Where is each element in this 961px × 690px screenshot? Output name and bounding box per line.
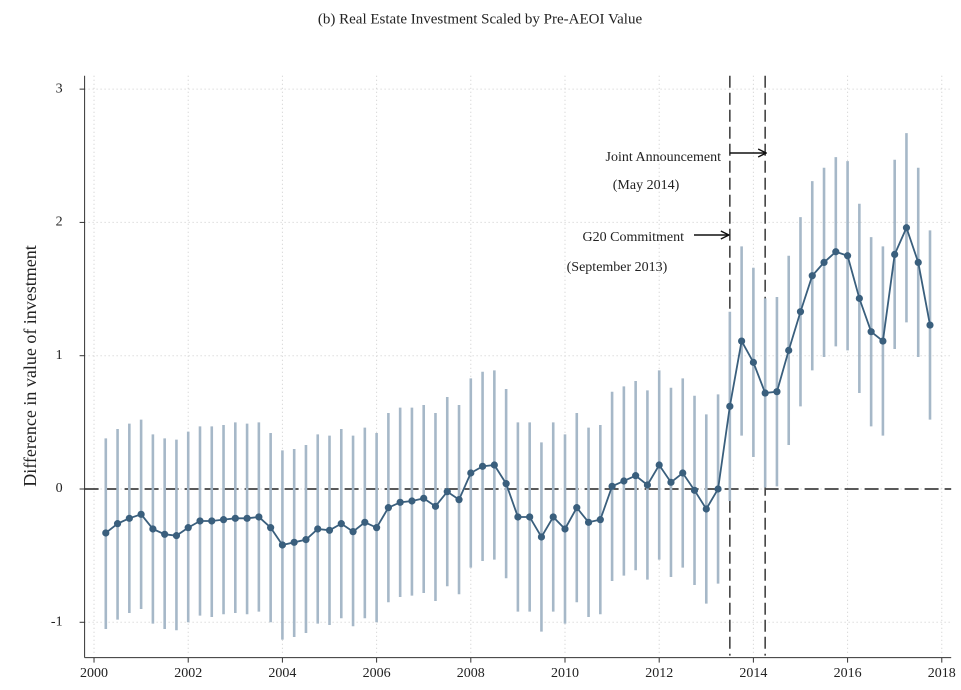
point xyxy=(526,513,534,521)
point xyxy=(561,525,569,533)
annotation-subtext: (September 2013) xyxy=(567,260,668,275)
y-tick-label: 1 xyxy=(56,348,63,363)
point xyxy=(443,488,451,496)
point xyxy=(902,224,911,232)
point xyxy=(184,524,192,532)
point xyxy=(161,530,169,538)
point xyxy=(690,486,699,494)
point xyxy=(596,516,604,524)
point xyxy=(373,524,381,532)
x-tick-label: 2010 xyxy=(551,666,579,681)
x-tick-label: 2002 xyxy=(174,666,202,681)
x-tick-label: 2016 xyxy=(834,666,862,681)
point xyxy=(773,388,781,396)
point xyxy=(796,308,805,316)
annotation-subtext: (May 2014) xyxy=(613,178,680,193)
point xyxy=(914,258,922,267)
point xyxy=(137,510,145,518)
point xyxy=(408,497,416,505)
point xyxy=(749,358,757,366)
x-tick-label: 2014 xyxy=(739,666,767,681)
y-axis-label: Difference in value of investment xyxy=(20,245,40,487)
point xyxy=(714,485,722,493)
point xyxy=(879,337,887,345)
y-tick-label: 0 xyxy=(56,481,63,496)
point xyxy=(584,518,593,526)
point xyxy=(349,528,357,536)
point xyxy=(620,477,628,485)
y-tick-label: 3 xyxy=(56,81,63,96)
point xyxy=(219,516,228,524)
point xyxy=(785,346,793,354)
point xyxy=(608,482,616,490)
y-tick-label: -1 xyxy=(51,614,63,629)
point xyxy=(420,494,428,502)
point xyxy=(478,462,487,470)
point xyxy=(125,514,133,522)
point xyxy=(361,518,369,526)
point xyxy=(467,469,475,477)
point xyxy=(455,496,463,504)
point xyxy=(278,541,287,549)
point xyxy=(396,498,404,506)
point xyxy=(231,514,239,522)
point xyxy=(573,504,581,512)
point xyxy=(761,389,769,397)
point xyxy=(490,461,498,469)
point xyxy=(832,248,840,256)
point xyxy=(102,529,110,537)
point xyxy=(549,513,557,521)
point xyxy=(314,525,322,533)
point xyxy=(325,526,334,534)
point xyxy=(196,517,204,525)
point xyxy=(891,250,899,259)
point xyxy=(808,272,816,280)
point xyxy=(514,513,522,521)
point xyxy=(702,505,710,513)
chart-title: (b) Real Estate Investment Scaled by Pre… xyxy=(318,11,643,27)
point xyxy=(243,514,251,522)
point xyxy=(149,525,157,533)
x-tick-label: 2000 xyxy=(80,666,108,681)
point xyxy=(267,524,275,532)
point xyxy=(632,472,640,480)
point xyxy=(113,520,122,528)
y-tick-label: 2 xyxy=(56,215,63,230)
point xyxy=(655,461,663,469)
point xyxy=(738,337,746,345)
point xyxy=(867,328,875,336)
x-tick-label: 2004 xyxy=(268,666,296,681)
point xyxy=(384,504,392,512)
point xyxy=(337,520,345,528)
point xyxy=(926,321,934,329)
point xyxy=(843,252,852,260)
point xyxy=(726,402,734,410)
point xyxy=(208,517,216,525)
point xyxy=(302,536,310,544)
x-tick-label: 2008 xyxy=(457,666,485,681)
point xyxy=(255,513,263,521)
annotation-text: G20 Commitment xyxy=(583,230,685,245)
point xyxy=(643,481,652,489)
annotation-text: Joint Announcement xyxy=(606,150,722,165)
x-tick-label: 2018 xyxy=(928,666,956,681)
point xyxy=(172,532,181,540)
x-tick-label: 2012 xyxy=(645,666,673,681)
point xyxy=(537,533,546,541)
point xyxy=(820,258,828,267)
point xyxy=(431,502,440,510)
point xyxy=(667,478,675,486)
x-tick-label: 2006 xyxy=(363,666,391,681)
point xyxy=(290,538,298,546)
point xyxy=(502,480,510,488)
point xyxy=(855,294,863,302)
point xyxy=(679,469,687,477)
